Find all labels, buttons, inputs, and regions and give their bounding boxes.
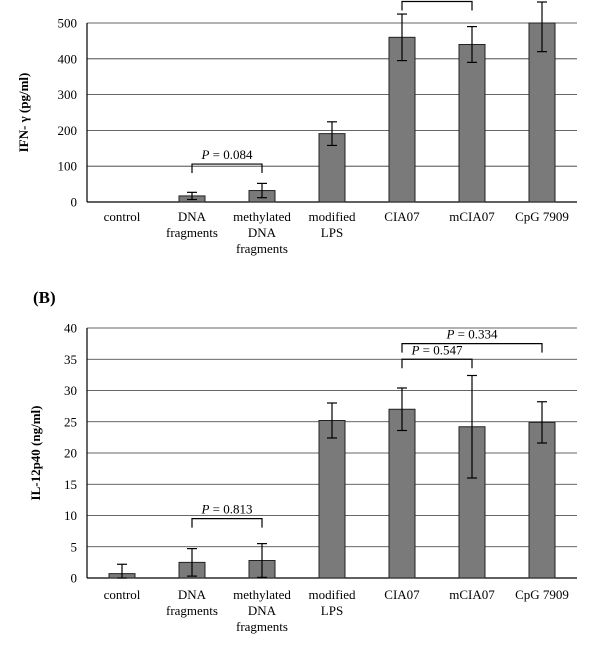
p-value-label: P = 0.547 <box>410 342 463 357</box>
x-tick-label: methylated <box>233 587 291 602</box>
x-tick-label: methylated <box>233 209 291 224</box>
x-tick-label: DNA <box>248 603 277 618</box>
y-tick-label: 35 <box>64 352 77 367</box>
x-tick-label: mCIA07 <box>449 209 495 224</box>
y-tick-label: 20 <box>64 446 77 461</box>
p-value-label: P = 0.813 <box>200 502 252 517</box>
x-tick-label: control <box>104 587 141 602</box>
y-tick-label: 500 <box>58 16 78 31</box>
p-value-label: P = 0.334 <box>445 327 498 342</box>
y-tick-label: 100 <box>58 159 78 174</box>
y-tick-label: 30 <box>64 383 77 398</box>
significance-bracket <box>401 343 543 353</box>
y-tick-label: 15 <box>64 477 77 492</box>
y-axis-label: IL-12p40 (ng/ml) <box>28 406 43 501</box>
x-tick-label: modified <box>309 209 356 224</box>
x-tick-label: LPS <box>321 225 343 240</box>
y-tick-label: 0 <box>71 571 78 586</box>
x-tick-label: control <box>104 209 141 224</box>
x-tick-label: CpG 7909 <box>515 209 569 224</box>
x-tick-label: DNA <box>178 209 207 224</box>
y-tick-label: 10 <box>64 508 77 523</box>
panel-label: (B) <box>33 288 56 307</box>
y-tick-label: 40 <box>64 321 77 336</box>
x-tick-label: CIA07 <box>384 209 420 224</box>
x-tick-label: LPS <box>321 603 343 618</box>
y-axis-label: IFN- γ (pg/ml) <box>16 73 31 153</box>
bar <box>318 420 346 579</box>
x-tick-label: modified <box>309 587 356 602</box>
bar <box>388 36 416 203</box>
bar <box>528 421 556 579</box>
x-tick-label: fragments <box>236 241 288 256</box>
x-tick-label: DNA <box>178 587 207 602</box>
x-tick-label: fragments <box>236 619 288 634</box>
x-tick-label: DNA <box>248 225 277 240</box>
x-tick-label: mCIA07 <box>449 587 495 602</box>
y-tick-label: 5 <box>71 539 78 554</box>
bar <box>458 43 486 203</box>
y-tick-label: 0 <box>71 195 78 210</box>
x-tick-label: fragments <box>166 603 218 618</box>
y-tick-label: 200 <box>58 123 78 138</box>
bar <box>388 408 416 579</box>
x-tick-label: CpG 7909 <box>515 587 569 602</box>
x-tick-label: CIA07 <box>384 587 420 602</box>
significance-bracket <box>191 163 263 174</box>
y-tick-label: 300 <box>58 87 78 102</box>
significance-bracket <box>401 0 473 11</box>
significance-bracket <box>191 518 263 528</box>
significance-bracket <box>401 358 473 369</box>
x-tick-label: fragments <box>166 225 218 240</box>
y-tick-label: 400 <box>58 51 78 66</box>
p-value-label: P = 0.084 <box>200 147 253 162</box>
y-tick-label: 25 <box>64 414 77 429</box>
